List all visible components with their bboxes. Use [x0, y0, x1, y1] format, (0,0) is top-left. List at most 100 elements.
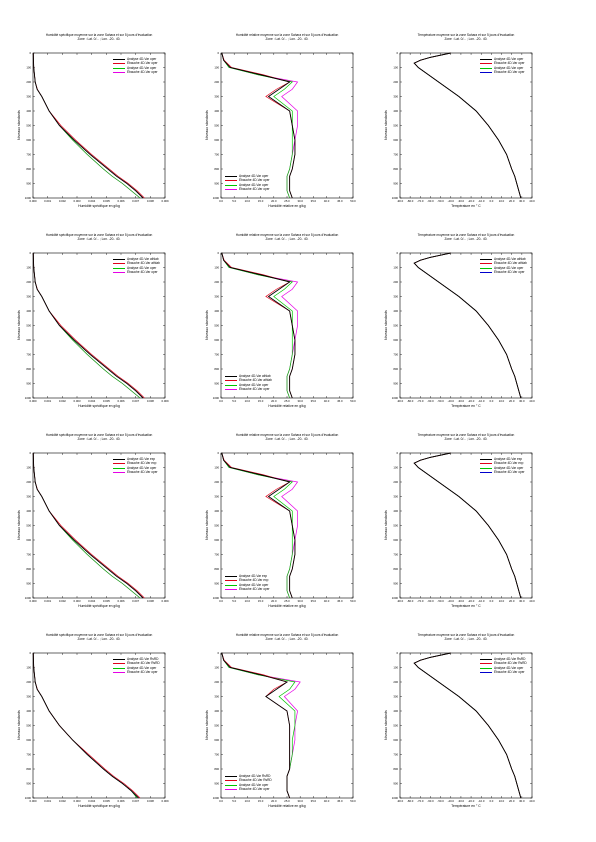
x-tick-label: 5.0	[232, 599, 236, 603]
series-line	[32, 252, 144, 399]
y-tick-label: 0	[396, 251, 398, 255]
y-tick-label: 800	[393, 367, 398, 371]
y-tick-label: 900	[26, 782, 31, 786]
series-line	[413, 252, 522, 399]
legend-swatch	[480, 67, 492, 69]
series-line	[221, 52, 296, 199]
legend-label: Analyse 4D-Var oper	[494, 465, 524, 470]
y-tick-label: 500	[214, 324, 219, 328]
legend-item: Ébauche 4D-Var athlab	[480, 261, 527, 265]
legend-swatch	[113, 458, 125, 460]
x-tick-label: 0.009	[162, 399, 169, 403]
chart-title-line1: Humidité spécifique moyenne sur la zone …	[45, 233, 153, 237]
x-tick-label: -20.0	[468, 199, 475, 203]
y-tick-label: 200	[26, 280, 31, 284]
legend-label: Ébauche 4D-Var RsRD	[127, 661, 160, 666]
legend-label: Ébauche 4D-Var oper	[127, 270, 158, 275]
y-tick-label: 800	[214, 167, 219, 171]
series-line	[32, 652, 139, 799]
series-line	[221, 52, 294, 199]
legend-swatch	[225, 384, 237, 386]
x-tick-label: 45.0	[337, 799, 343, 803]
x-tick-label: 0.0	[489, 399, 493, 403]
legend-label: Ébauche 4D-Var exp	[127, 461, 157, 466]
x-tick-label: 35.0	[311, 799, 317, 803]
legend-item: Analyse 4D-Var RsRD	[113, 657, 160, 661]
legend-item: Ébauche 4D-Var oper	[225, 178, 270, 182]
x-tick-label: 30.0	[519, 599, 525, 603]
x-tick-label: 0.006	[118, 799, 125, 803]
legend-item: Analyse 4D-Var athlab	[113, 257, 160, 261]
y-tick-label: 800	[26, 567, 31, 571]
x-axis-label: Humidité relative en g/kg	[268, 403, 306, 408]
chart-legend: Analyse 4D-Var athlab Ébauche 4D-Var athl…	[113, 257, 160, 275]
legend-item: Ébauche 4D-Var oper	[113, 470, 158, 474]
y-tick-label: 900	[393, 382, 398, 386]
legend-swatch	[113, 463, 125, 465]
chart-title-line1: Humidité spécifique moyenne sur la zone …	[45, 633, 153, 637]
y-tick-label: 500	[214, 724, 219, 728]
legend-label: Analyse 4D-Var oper	[494, 265, 524, 270]
y-tick-label: 200	[393, 680, 398, 684]
legend-swatch	[113, 63, 125, 65]
legend-swatch	[113, 663, 125, 665]
chart-legend: Analyse 4D-Var exp Ébauche 4D-Var exp Anal…	[480, 457, 525, 475]
x-tick-label: 10.0	[245, 599, 251, 603]
legend-item: Ébauche 4D-Var exp	[113, 461, 158, 465]
legend-item: Ébauche 4D-Var athlab	[225, 378, 272, 382]
series-line	[413, 652, 522, 799]
legend-label: Ébauche 4D-Var RsRD	[494, 661, 527, 666]
legend-swatch	[225, 588, 237, 590]
x-tick-label: -20.0	[468, 799, 475, 803]
legend-item: Ébauche 4D-Var oper	[225, 187, 270, 191]
y-tick-label: 100	[26, 66, 31, 70]
legend-item: Analyse 4D-Var oper	[225, 383, 272, 387]
legend-label: Ébauche 4D-Var oper	[494, 670, 525, 675]
y-tick-label: 500	[214, 124, 219, 128]
chart-title-line1: Température moyenne sur la zone Sahara e…	[417, 433, 515, 437]
y-tick-label: 100	[214, 266, 219, 270]
chart-legend: Analyse 4D-Var oper Ébauche 4D-Var oper An…	[113, 57, 158, 75]
legend-label: Analyse 4D-Var oper	[127, 265, 157, 270]
y-tick-label: 200	[393, 280, 398, 284]
x-tick-label: -50.0	[437, 399, 444, 403]
x-tick-label: 35.0	[311, 199, 317, 203]
x-tick-label: -40.0	[448, 799, 455, 803]
x-tick-label: 0.007	[132, 799, 139, 803]
legend-item: Analyse 4D-Var exp	[225, 574, 270, 578]
x-tick-label: -10.0	[478, 199, 485, 203]
x-tick-label: 45.0	[337, 599, 343, 603]
y-tick-label: 600	[393, 538, 398, 542]
x-axis-label: Température en ° C	[451, 603, 481, 608]
x-tick-label: 0.004	[88, 199, 95, 203]
chart-title-line2: Zone : Lat. 0/... ; Lon. -20.. 40.	[265, 437, 309, 441]
legend-swatch	[113, 471, 125, 473]
x-tick-label: 20.0	[271, 199, 277, 203]
x-tick-label: 10.0	[499, 399, 505, 403]
legend-label: Ébauche 4D-Var oper	[127, 70, 158, 75]
y-tick-label: 0	[396, 451, 398, 455]
series-line	[413, 252, 522, 399]
chart-title-line2: Zone : Lat. 0/... ; Lon. -20.. 40.	[444, 637, 488, 641]
x-tick-label: 0.006	[118, 399, 125, 403]
x-tick-label: 0.004	[88, 799, 95, 803]
chart-plot: 0.0 5.0 10.0 15.0 20.0 25.0 30.0 35.0 40.0 45.0 50…	[213, 651, 356, 803]
x-tick-label: 30.0	[297, 599, 303, 603]
y-tick-label: 300	[26, 95, 31, 99]
x-tick-label: 0.008	[147, 799, 154, 803]
chart-plot: 0.000 0.001 0.002 0.003 0.004 0.005 0.006 0.007…	[25, 251, 169, 403]
x-tick-label: 20.0	[509, 399, 515, 403]
legend-item: Ébauche 4D-Var oper	[480, 61, 525, 65]
x-tick-label: -50.0	[437, 199, 444, 203]
y-tick-label: 1000	[25, 596, 32, 600]
chart-title: Humidité spécifique moyenne sur la zone …	[4, 233, 194, 241]
x-tick-label: 0.005	[103, 399, 110, 403]
legend-label: Ébauche 4D-Var oper	[239, 178, 270, 183]
chart-legend: Analyse 4D-Var RsRD Ébauche 4D-Var RsRD An…	[113, 657, 160, 675]
legend-item: Ébauche 4D-Var oper	[225, 587, 270, 591]
legend-swatch	[225, 580, 237, 582]
series-line	[413, 652, 522, 799]
chart-title-line2: Zone : Lat. 0/... ; Lon. -20.. 40.	[444, 437, 488, 441]
x-tick-label: -70.0	[417, 399, 424, 403]
legend-swatch	[480, 467, 492, 469]
